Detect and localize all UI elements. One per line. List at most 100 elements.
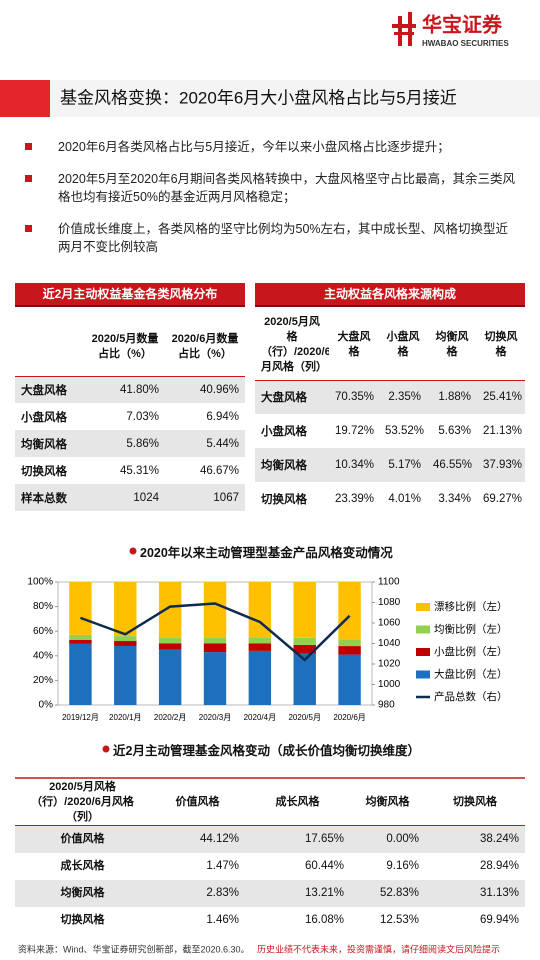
cell: 69.27% [483, 493, 523, 505]
cell: 21.13% [483, 425, 523, 437]
y-tick-label: 60% [33, 626, 53, 637]
cell: 5.63% [438, 425, 471, 437]
cell: 1.47% [206, 860, 239, 872]
bar-segment [158, 582, 182, 638]
cell: 12.53% [379, 914, 419, 926]
x-tick-label: 2020/1月 [109, 713, 141, 722]
y2-tick-label: 1100 [378, 577, 400, 588]
row-label: 价值风格 [15, 825, 150, 853]
cell: 52.83% [350, 879, 425, 907]
row: 切换风格 23.39% 4.01% 3.34% 69.27% [255, 482, 525, 516]
logo-icon [392, 12, 416, 46]
table-title: 近2月主动管理基金风格变动（成长价值均衡切换维度） [113, 744, 420, 758]
bar-segment [293, 653, 316, 705]
title-accent [0, 80, 50, 117]
table: 2020/5月风格（行）/2020/6月风格（列） 价值风格 成长风格 均衡风格 切换风… [15, 780, 525, 934]
bar-segment [203, 637, 227, 644]
row: 小盘风格 19.72% 53.52% 5.63% 21.13% [255, 414, 525, 448]
chart-title: 2020年以来主动管理型基金产品风格变动情况 [140, 546, 393, 560]
row: 均衡风格 10.34% 5.17% 46.55% 37.93% [255, 448, 525, 482]
row: 切换风格 45.31% 46.67% [15, 457, 245, 484]
cell: 16.08% [304, 914, 344, 926]
bar-segment [114, 636, 137, 642]
corner-cell [15, 318, 85, 376]
y2-tick-label: 1080 [378, 597, 401, 608]
bullet: 价值成长维度上，各类风格的坚守比例均为50%左右，其中成长型、风格切换型近两月不… [58, 222, 509, 254]
bullet: 2020年6月各类风格占比与5月接近，今年以来小盘风格占比逐步提升； [58, 140, 450, 154]
bullet-mark [25, 175, 32, 182]
cell: 13.21% [245, 879, 350, 907]
cell: 40.96% [165, 376, 245, 403]
column-header: 2020/6月数量占比（%） [171, 332, 239, 360]
row: 价值风格 44.12% 17.65% 0.00% 38.24% [15, 825, 525, 853]
column-header: 价值风格 [175, 796, 220, 808]
bullet: 2020年5月至2020年6月期间各类风格转换中，大盘风格坚守占比最高，其余三类… [58, 172, 516, 204]
bar-segment [248, 650, 272, 705]
header-row: 2020/5月风格（行）/2020/6月风格（列） 价值风格 成长风格 均衡风格 切换风… [15, 780, 525, 826]
cell: 2.83% [150, 879, 245, 907]
cell: 41.80% [85, 376, 165, 403]
column-header: 切换风格 [453, 796, 497, 808]
title-band [50, 80, 540, 117]
cell: 7.03% [126, 410, 159, 423]
bar-segment [114, 641, 137, 646]
logo-sub: HWABAO SECURITIES [422, 39, 509, 48]
row-label: 小盘风格 [21, 411, 67, 424]
cell: 23.39% [335, 493, 375, 505]
cell: 1024 [85, 484, 165, 511]
row-label: 切换风格 [21, 465, 67, 478]
y2-tick-label: 980 [378, 700, 395, 711]
legend-swatch [416, 625, 430, 634]
cell: 17.65% [245, 825, 350, 853]
bullet-mark [25, 225, 32, 232]
cell: 37.93% [477, 448, 525, 482]
legend-label: 大盘比例（左） [434, 667, 508, 680]
line [79, 602, 351, 662]
header-row: 2020/5月数量占比（%） 2020/6月数量占比（%） [15, 318, 245, 376]
y-tick-label: 40% [33, 650, 53, 661]
bar-segment [293, 582, 316, 638]
row-label: 成长风格 [60, 859, 105, 872]
column-header: 成长风格 [275, 796, 320, 808]
row-label: 小盘风格 [261, 426, 307, 438]
legend-swatch [416, 603, 430, 611]
cell: 5.44% [165, 430, 245, 457]
row: 小盘风格 7.03% 6.94% [15, 403, 245, 430]
cell: 25.41% [477, 380, 525, 414]
x-tick-label: 2020/3月 [199, 713, 231, 722]
row: 样本总数 1024 1067 [15, 484, 245, 511]
y2-tick-label: 1040 [378, 638, 401, 649]
cell: 70.35% [329, 380, 379, 414]
y-tick-label: 80% [33, 601, 53, 612]
cell: 45.31% [119, 464, 159, 477]
row-label: 样本总数 [15, 484, 85, 511]
bar-segment [338, 639, 361, 647]
legend-swatch [416, 648, 430, 656]
x-tick-label: 2020/4月 [244, 713, 276, 722]
legend-label: 产品总数（右） [434, 690, 508, 703]
legend-label: 漂移比例（左） [434, 600, 508, 613]
column-header: 大盘风格 [337, 330, 371, 358]
cell: 5.86% [85, 430, 165, 457]
bar-segment [203, 652, 227, 705]
row-label: 大盘风格 [15, 376, 85, 403]
cell: 3.34% [438, 493, 471, 505]
title-dot [129, 547, 137, 555]
row: 成长风格 1.47% 60.44% 9.16% 28.94% [15, 853, 525, 880]
row: 切换风格 1.46% 16.08% 12.53% 69.94% [15, 907, 525, 934]
column-header: 均衡风格 [435, 330, 469, 358]
row-label: 大盘风格 [255, 380, 329, 414]
cell: 31.13% [425, 879, 525, 907]
cell: 5.17% [379, 448, 427, 482]
cell: 53.52% [385, 425, 425, 437]
cell: 46.67% [199, 464, 239, 477]
column-header: 均衡风格 [365, 796, 410, 808]
y-tick-label: 0% [39, 700, 54, 711]
row-label: 切换风格 [261, 494, 307, 506]
corner-cell: 2020/5月风格（行）/2020/6月风格（列） [31, 781, 134, 823]
row-label: 均衡风格 [255, 448, 329, 482]
header-row: 2020/5月风格（行）/2020/6月风格（列） 大盘风格 小盘风格 均衡风格 切换风… [255, 310, 525, 380]
cell: 69.94% [479, 914, 519, 926]
bar-segment [158, 643, 182, 650]
